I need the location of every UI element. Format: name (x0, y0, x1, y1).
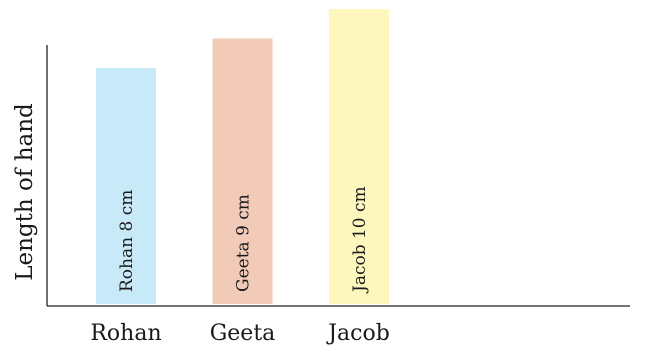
category-label-jacob: Jacob (326, 321, 390, 346)
bar-label-jacob: Jacob 10 cm (350, 186, 370, 294)
bar-rohan (96, 68, 156, 304)
y-axis-title: Length of hand (12, 103, 38, 281)
bar-geeta (212, 38, 273, 304)
category-label-geeta: Geeta (210, 321, 276, 346)
bar-label-rohan: Rohan 8 cm (117, 190, 137, 292)
bar-label-geeta: Geeta 9 cm (234, 194, 254, 292)
bars-group: Rohan 8 cm Rohan Geeta 9 cm Geeta Jacob 10 c… (90, 9, 390, 346)
bar-jacob (329, 9, 389, 304)
category-label-rohan: Rohan (90, 321, 161, 346)
